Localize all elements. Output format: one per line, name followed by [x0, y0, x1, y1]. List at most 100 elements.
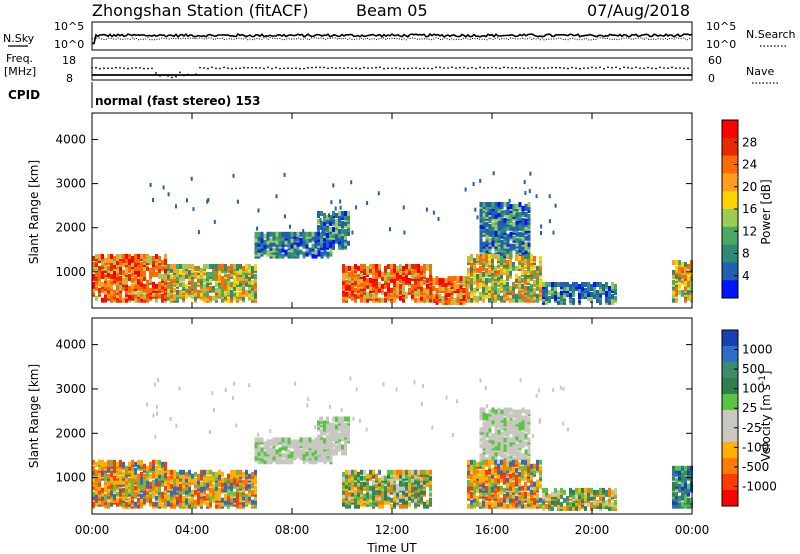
echo-cell — [206, 493, 209, 499]
echo-cell — [506, 477, 509, 483]
echo-cell — [212, 267, 215, 273]
range-tick-label: 4000 — [55, 132, 86, 146]
echo-cell — [278, 231, 282, 237]
echo-cell — [342, 264, 345, 269]
echo-cell — [257, 231, 261, 237]
echo-cell — [122, 269, 125, 275]
echo-cell — [98, 485, 101, 491]
echo-cell — [357, 471, 360, 477]
echo-cell — [164, 273, 167, 279]
echo-cell — [95, 267, 98, 273]
echo-cell — [378, 499, 381, 505]
echo-cell — [396, 497, 399, 503]
echo-cell — [182, 489, 185, 495]
echo-cell — [188, 264, 191, 269]
echo-cell — [678, 465, 681, 471]
echo-cell — [110, 489, 113, 495]
echo-cell — [402, 265, 405, 271]
echo-cell — [482, 441, 486, 447]
nave-dot — [495, 66, 497, 69]
echo-cell — [675, 297, 678, 303]
echo-cell — [462, 294, 466, 299]
echo-cell — [179, 269, 182, 275]
nave-dot — [675, 67, 677, 69]
echo-cell — [435, 280, 439, 286]
nave-dot — [199, 66, 201, 69]
echo-cell — [459, 276, 463, 282]
nave-dot — [539, 67, 541, 69]
echo-cell — [509, 211, 513, 217]
echo-cell — [185, 489, 188, 495]
echo-cell — [563, 286, 566, 291]
nave-dot — [171, 76, 173, 79]
echo-cell — [524, 441, 528, 447]
echo-cell — [215, 503, 218, 509]
echo-cell — [503, 463, 506, 469]
echo-cell — [357, 487, 360, 493]
echo-cell — [402, 469, 405, 475]
echo-cell — [357, 503, 360, 509]
echo-cell — [476, 495, 479, 501]
echo-cell — [384, 265, 387, 271]
echo-cell — [515, 241, 519, 247]
echo-cell — [512, 209, 516, 215]
range-tick-label: 3000 — [55, 177, 86, 191]
nave-dot — [639, 67, 641, 69]
echo-cell — [476, 461, 479, 467]
echo-cell — [527, 437, 531, 443]
echo-cell — [95, 285, 98, 291]
echo-cell — [257, 235, 261, 241]
echo-cell — [378, 477, 381, 483]
echo-cell — [161, 265, 164, 271]
echo-cell — [92, 262, 95, 267]
echo-cell — [350, 180, 353, 185]
echo-cell — [485, 233, 489, 239]
echo-cell — [509, 225, 513, 231]
echo-cell — [131, 481, 134, 487]
echo-cell — [426, 283, 429, 289]
echo-cell — [299, 231, 303, 237]
echo-cell — [104, 475, 107, 481]
echo-cell — [320, 220, 323, 226]
echo-cell — [116, 271, 119, 277]
echo-cell — [399, 469, 402, 475]
echo-cell — [411, 497, 414, 503]
nave-dot — [459, 66, 461, 69]
echo-cell — [497, 463, 500, 469]
echo-cell — [236, 279, 239, 285]
echo-cell — [212, 264, 215, 269]
echo-cell — [341, 220, 344, 226]
nave-dot — [275, 66, 277, 69]
echo-cell — [185, 273, 188, 279]
echo-cell — [560, 282, 563, 287]
echo-cell — [453, 276, 457, 282]
echo-cell — [432, 210, 435, 215]
echo-cell — [539, 459, 542, 465]
echo-cell — [242, 289, 245, 295]
nave-dot — [619, 67, 621, 70]
nave-dot — [435, 66, 437, 69]
echo-cell — [98, 459, 101, 465]
echo-cell — [122, 471, 125, 477]
echo-cell — [482, 407, 486, 413]
echo-cell — [536, 293, 539, 299]
echo-cell — [491, 233, 495, 239]
echo-cell — [332, 219, 335, 224]
echo-cell — [396, 281, 399, 287]
echo-cell — [390, 503, 393, 509]
echo-cell — [521, 262, 524, 267]
echo-cell — [432, 278, 436, 284]
echo-cell — [92, 501, 95, 507]
echo-cell — [173, 273, 176, 279]
echo-cell — [354, 469, 357, 475]
echo-cell — [524, 235, 528, 241]
nave-dot — [95, 66, 97, 69]
echo-cell — [545, 487, 548, 493]
echo-cell — [503, 227, 507, 233]
echo-cell — [512, 425, 516, 431]
nave-dot — [107, 67, 109, 70]
echo-cell — [405, 264, 408, 269]
echo-cell — [500, 497, 503, 503]
echo-cell — [512, 487, 515, 493]
echo-cell — [605, 499, 608, 505]
